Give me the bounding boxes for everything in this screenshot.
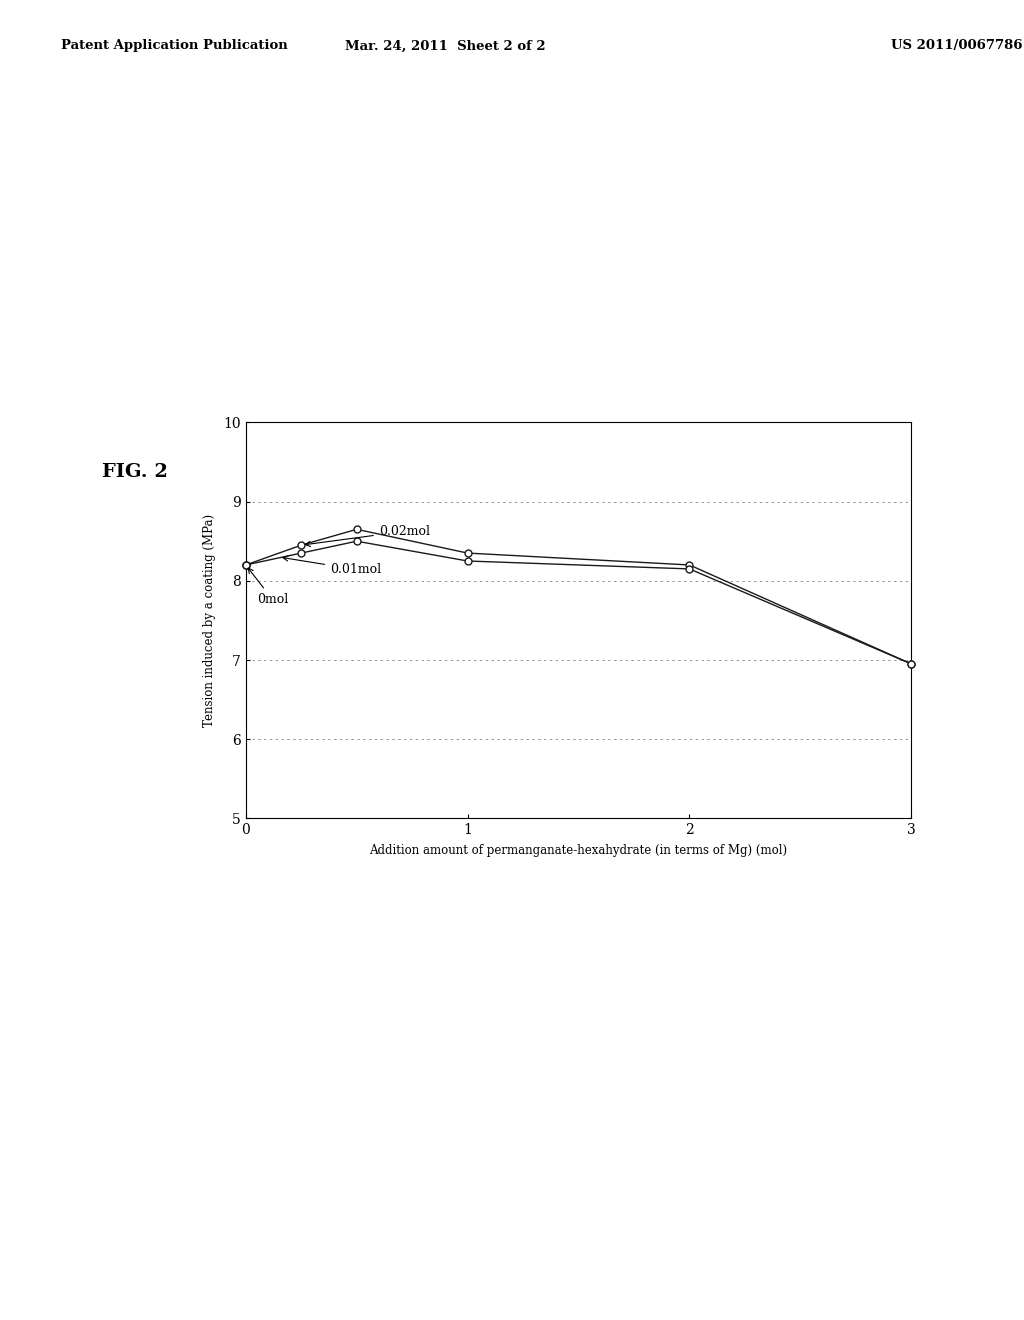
Text: Mar. 24, 2011  Sheet 2 of 2: Mar. 24, 2011 Sheet 2 of 2 bbox=[345, 40, 546, 53]
Y-axis label: Tension induced by a coating (MPa): Tension induced by a coating (MPa) bbox=[204, 513, 216, 727]
Text: 0.02mol: 0.02mol bbox=[305, 525, 430, 546]
Text: Patent Application Publication: Patent Application Publication bbox=[61, 40, 288, 53]
Text: 0.01mol: 0.01mol bbox=[283, 556, 381, 576]
Text: FIG. 2: FIG. 2 bbox=[102, 463, 168, 480]
Text: 0mol: 0mol bbox=[248, 568, 288, 606]
Text: US 2011/0067786 A1: US 2011/0067786 A1 bbox=[891, 40, 1024, 53]
X-axis label: Addition amount of permanganate-hexahydrate (in terms of Mg) (mol): Addition amount of permanganate-hexahydr… bbox=[370, 845, 787, 857]
